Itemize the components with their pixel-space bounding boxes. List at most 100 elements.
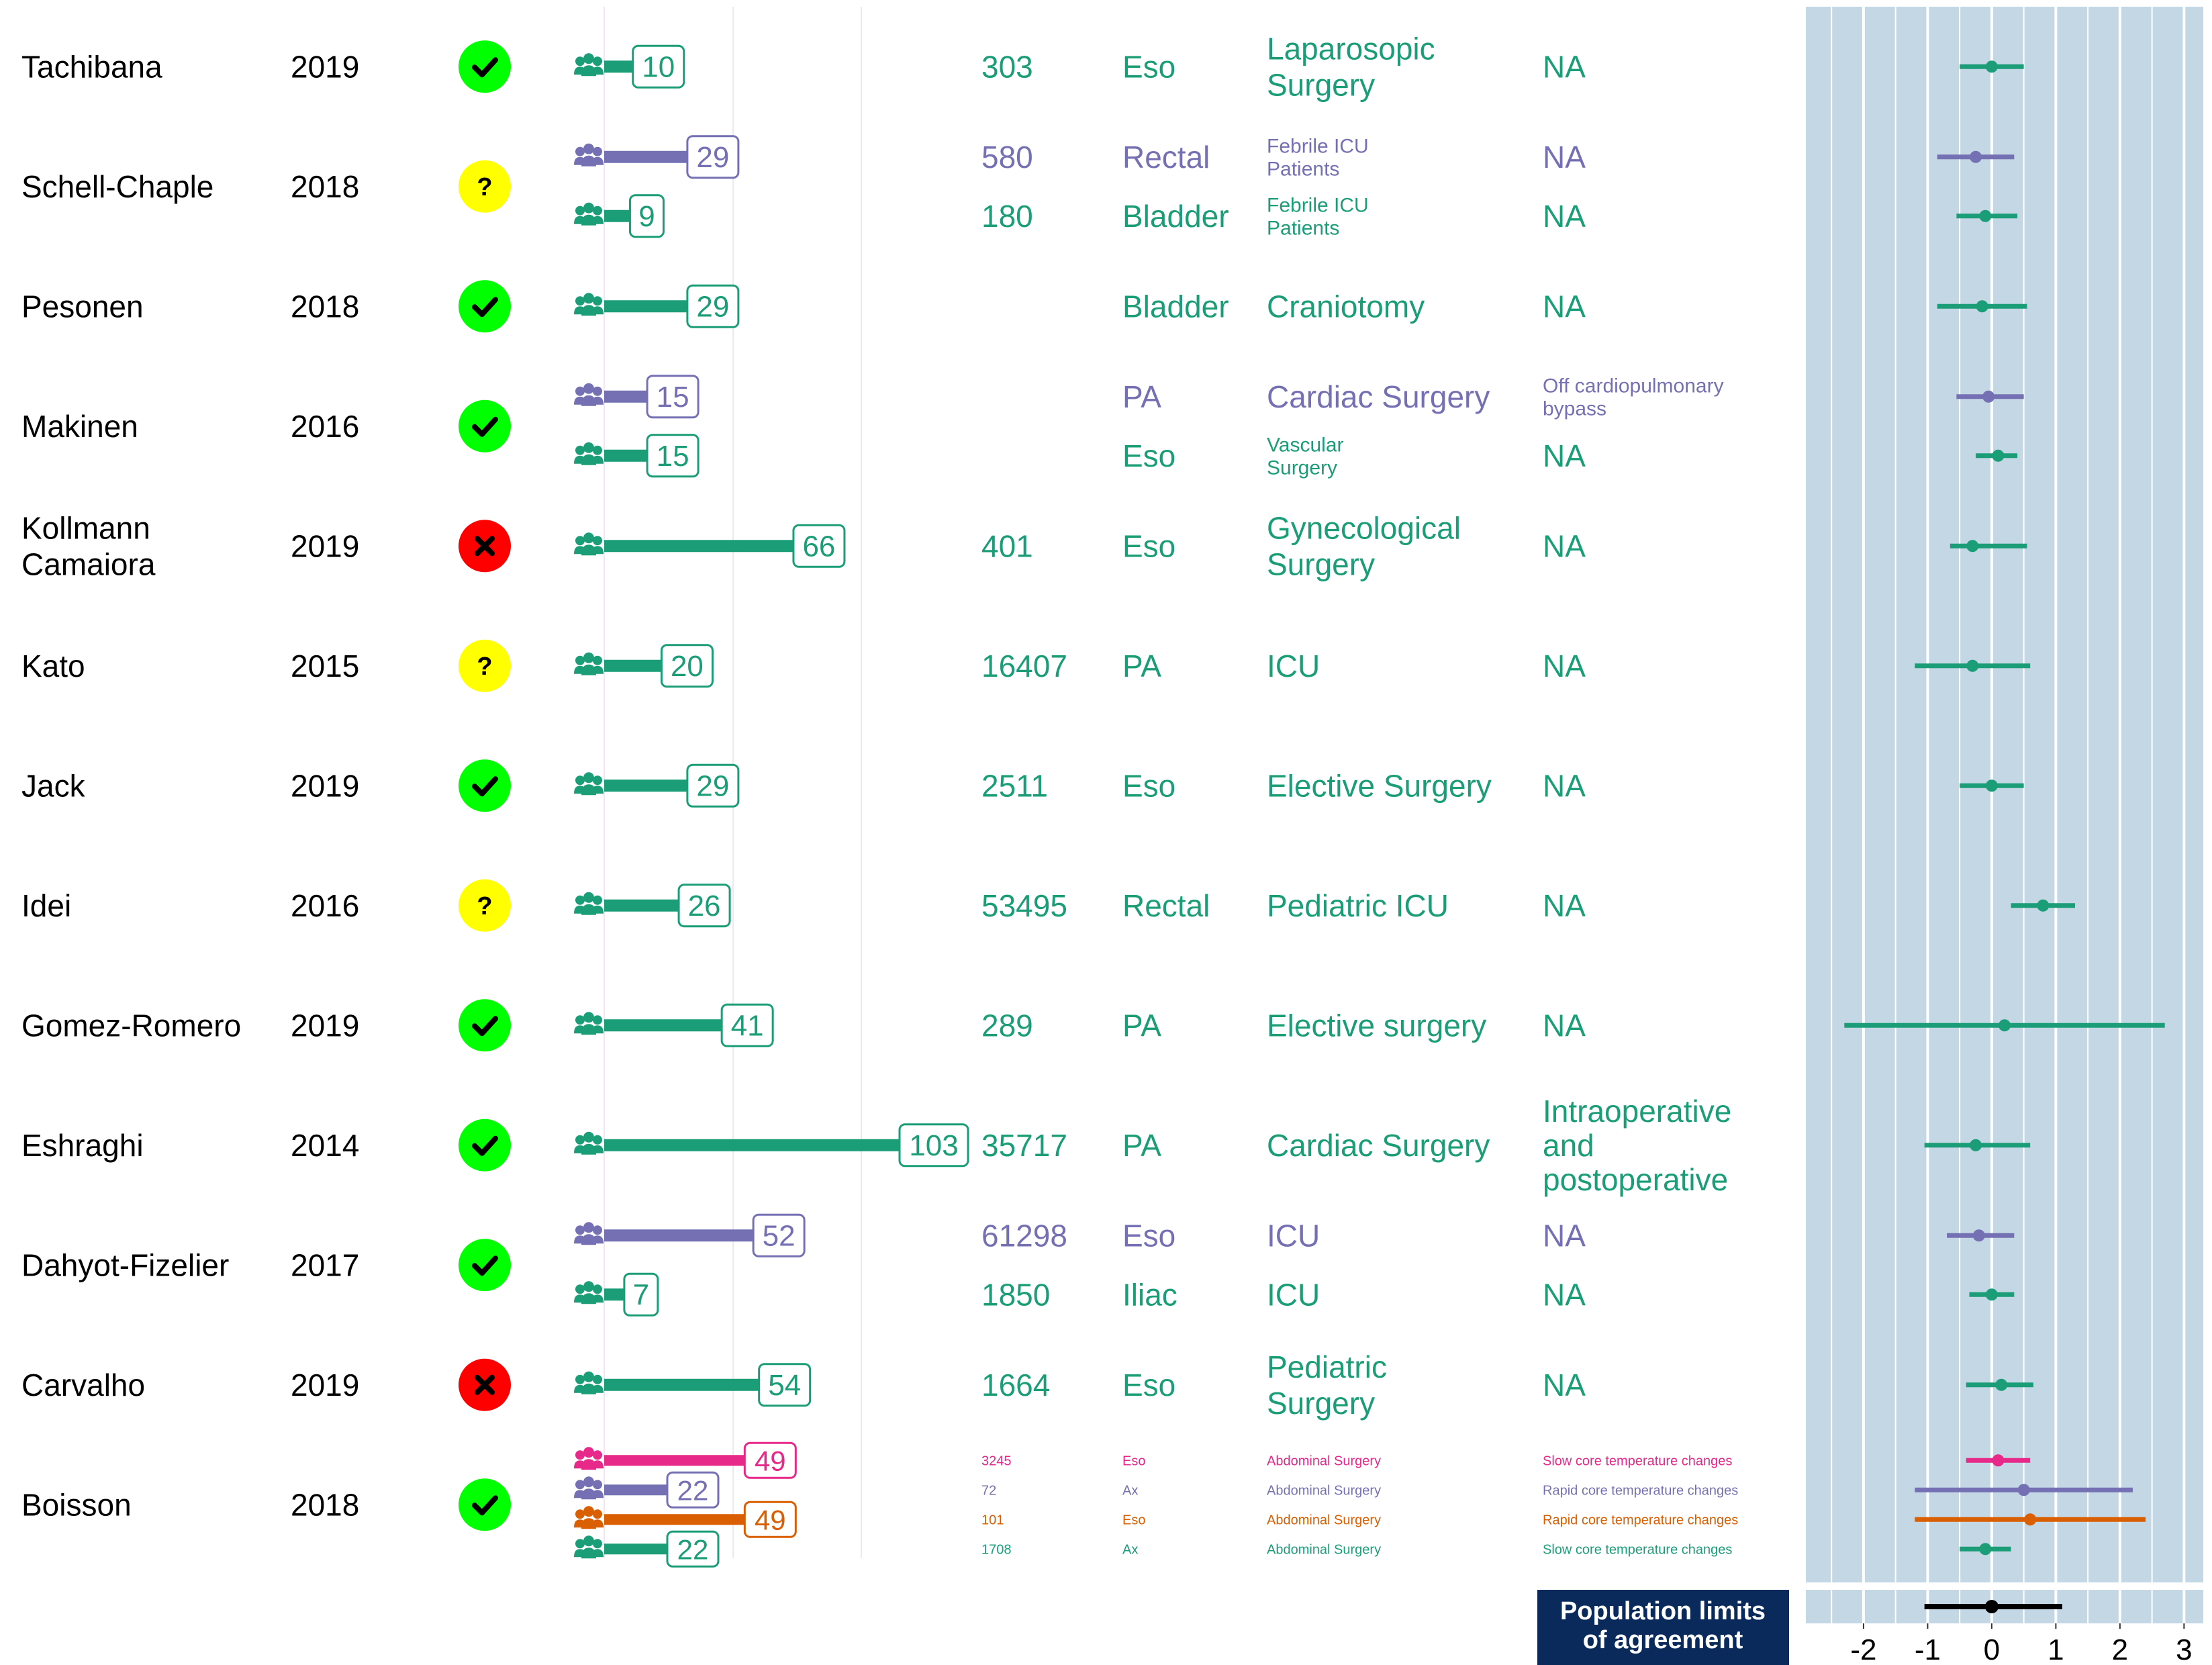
study-subrow: 22 72 Ax Abdominal Surgery Rapid core temper… — [574, 1471, 1738, 1509]
person-head — [593, 296, 602, 306]
quality-circle — [459, 160, 511, 213]
quality-circle — [459, 1119, 511, 1172]
participant-bar — [604, 1455, 745, 1466]
person-head — [575, 536, 585, 546]
loa-interval — [1960, 779, 2024, 792]
study-subrow: 29 2511 Eso Elective Surgery NA — [574, 763, 1586, 808]
context: NA — [1543, 1008, 1586, 1043]
participant-bar — [604, 60, 633, 73]
study-author: Dahyot-Fizelier — [21, 1247, 229, 1282]
quality-circle — [459, 399, 511, 453]
measurement-site: Eso — [1122, 49, 1175, 84]
quality-circle — [459, 280, 511, 333]
participant-count: 22 — [677, 1474, 709, 1506]
person-body — [591, 156, 604, 165]
quality-circle — [459, 40, 511, 93]
study-author: Boisson — [21, 1487, 132, 1522]
participant-count-box — [752, 1213, 806, 1257]
participant-count: 15 — [657, 381, 689, 414]
quality-badge — [459, 1358, 511, 1411]
person-head — [583, 383, 594, 394]
people-group-icon — [574, 202, 604, 226]
measurement-site: Rectal — [1122, 888, 1210, 923]
person-body — [591, 306, 604, 315]
person-head — [575, 1225, 585, 1235]
study-subrow: 29 580 Rectal Febrile ICU Patients NA — [574, 135, 1586, 180]
bias-point — [2017, 1484, 2030, 1496]
person-head — [583, 532, 594, 544]
people-group-icon — [574, 383, 604, 406]
check-icon — [472, 1016, 498, 1037]
bias-point — [1999, 1019, 2011, 1032]
study-rows: Tachibana 2019 10 303 Eso Laparosopic Surgery N… — [21, 31, 1738, 1568]
check-icon — [472, 297, 498, 318]
people-group-icon — [574, 1131, 604, 1155]
study-row: Idei 2016? 26 53495 Rectal Pediatric ICU NA — [21, 879, 1586, 932]
population: Abdominal Surgery — [1267, 1483, 1381, 1498]
participant-count-box — [660, 644, 714, 688]
person-head — [575, 386, 585, 396]
people-group-icon — [574, 1012, 604, 1035]
person-head — [575, 146, 585, 156]
pooled-label-line-2: of agreement — [1583, 1626, 1743, 1654]
participant-count-box — [666, 1471, 720, 1509]
participant-count-box — [743, 1441, 797, 1479]
study-author: Gomez-Romero — [21, 1008, 241, 1043]
measurement-count: 401 — [981, 528, 1033, 563]
participant-bar — [604, 1514, 745, 1525]
measurement-site: PA — [1122, 1128, 1161, 1163]
study-subrow: 26 53495 Rectal Pediatric ICU NA — [574, 884, 1586, 928]
study-subrow: 49 101 Eso Abdominal Surgery Rapid core temp… — [574, 1501, 1738, 1538]
person-body — [591, 1025, 604, 1034]
study-subrow: 22 1708 Ax Abdominal Surgery Slow core tempe… — [574, 1530, 1732, 1568]
study-subrow: 7 1850 Iliac ICU NA — [574, 1272, 1586, 1317]
person-body — [591, 1294, 604, 1303]
bias-point — [1992, 1454, 2005, 1467]
participant-bar — [604, 150, 687, 163]
measurement-site: PA — [1122, 649, 1161, 683]
person-head — [575, 775, 585, 786]
check-icon — [472, 1135, 498, 1156]
person-body — [591, 1490, 604, 1498]
participant-count-box — [758, 1363, 812, 1407]
quality-circle — [459, 759, 511, 812]
bias-point — [1985, 60, 1998, 73]
measurement-site: PA — [1122, 1008, 1161, 1043]
loa-interval — [2011, 899, 2076, 912]
measurement-site: Eso — [1122, 1218, 1175, 1253]
measurement-count: 35717 — [981, 1128, 1067, 1163]
people-group-icon — [574, 1476, 604, 1500]
person-head — [575, 1015, 585, 1025]
cross-mark — [475, 536, 495, 557]
participant-count-box — [792, 524, 846, 568]
loa-interval — [1915, 1513, 2146, 1526]
loa-interval — [1947, 1229, 2015, 1242]
loa-interval — [1976, 449, 2018, 462]
loa-interval — [1966, 1454, 2031, 1467]
measurement-site: Ax — [1122, 1542, 1138, 1557]
loa-interval — [1956, 390, 2024, 403]
measurement-count: 16407 — [981, 649, 1067, 683]
study-year: 2014 — [291, 1128, 359, 1163]
measurement-site: Bladder — [1122, 199, 1229, 234]
participant-count-box — [646, 375, 700, 419]
measurement-count: 180 — [981, 199, 1033, 234]
quality-badge — [459, 1478, 511, 1531]
person-head — [575, 1509, 585, 1519]
population: Vascular Surgery — [1267, 434, 1344, 479]
person-body — [591, 1384, 604, 1393]
participant-count: 54 — [768, 1369, 801, 1402]
participant-bar — [604, 300, 687, 313]
study-row: Carvalho 2019 54 1664 Eso Pediatric Surgery NA — [21, 1349, 1586, 1421]
measurement-count: 1664 — [981, 1368, 1050, 1402]
people-group-icon — [574, 1371, 604, 1394]
measurement-count: 289 — [981, 1008, 1033, 1043]
population: Cardiac Surgery — [1267, 379, 1490, 414]
participant-count: 29 — [696, 290, 729, 323]
context: Slow core temperature changes — [1543, 1542, 1732, 1557]
context: NA — [1543, 199, 1586, 234]
bias-point — [1976, 300, 1988, 313]
participant-bar — [604, 1484, 667, 1496]
x-tick-label: 0 — [1984, 1633, 2000, 1665]
measurement-count: 1708 — [981, 1542, 1012, 1557]
